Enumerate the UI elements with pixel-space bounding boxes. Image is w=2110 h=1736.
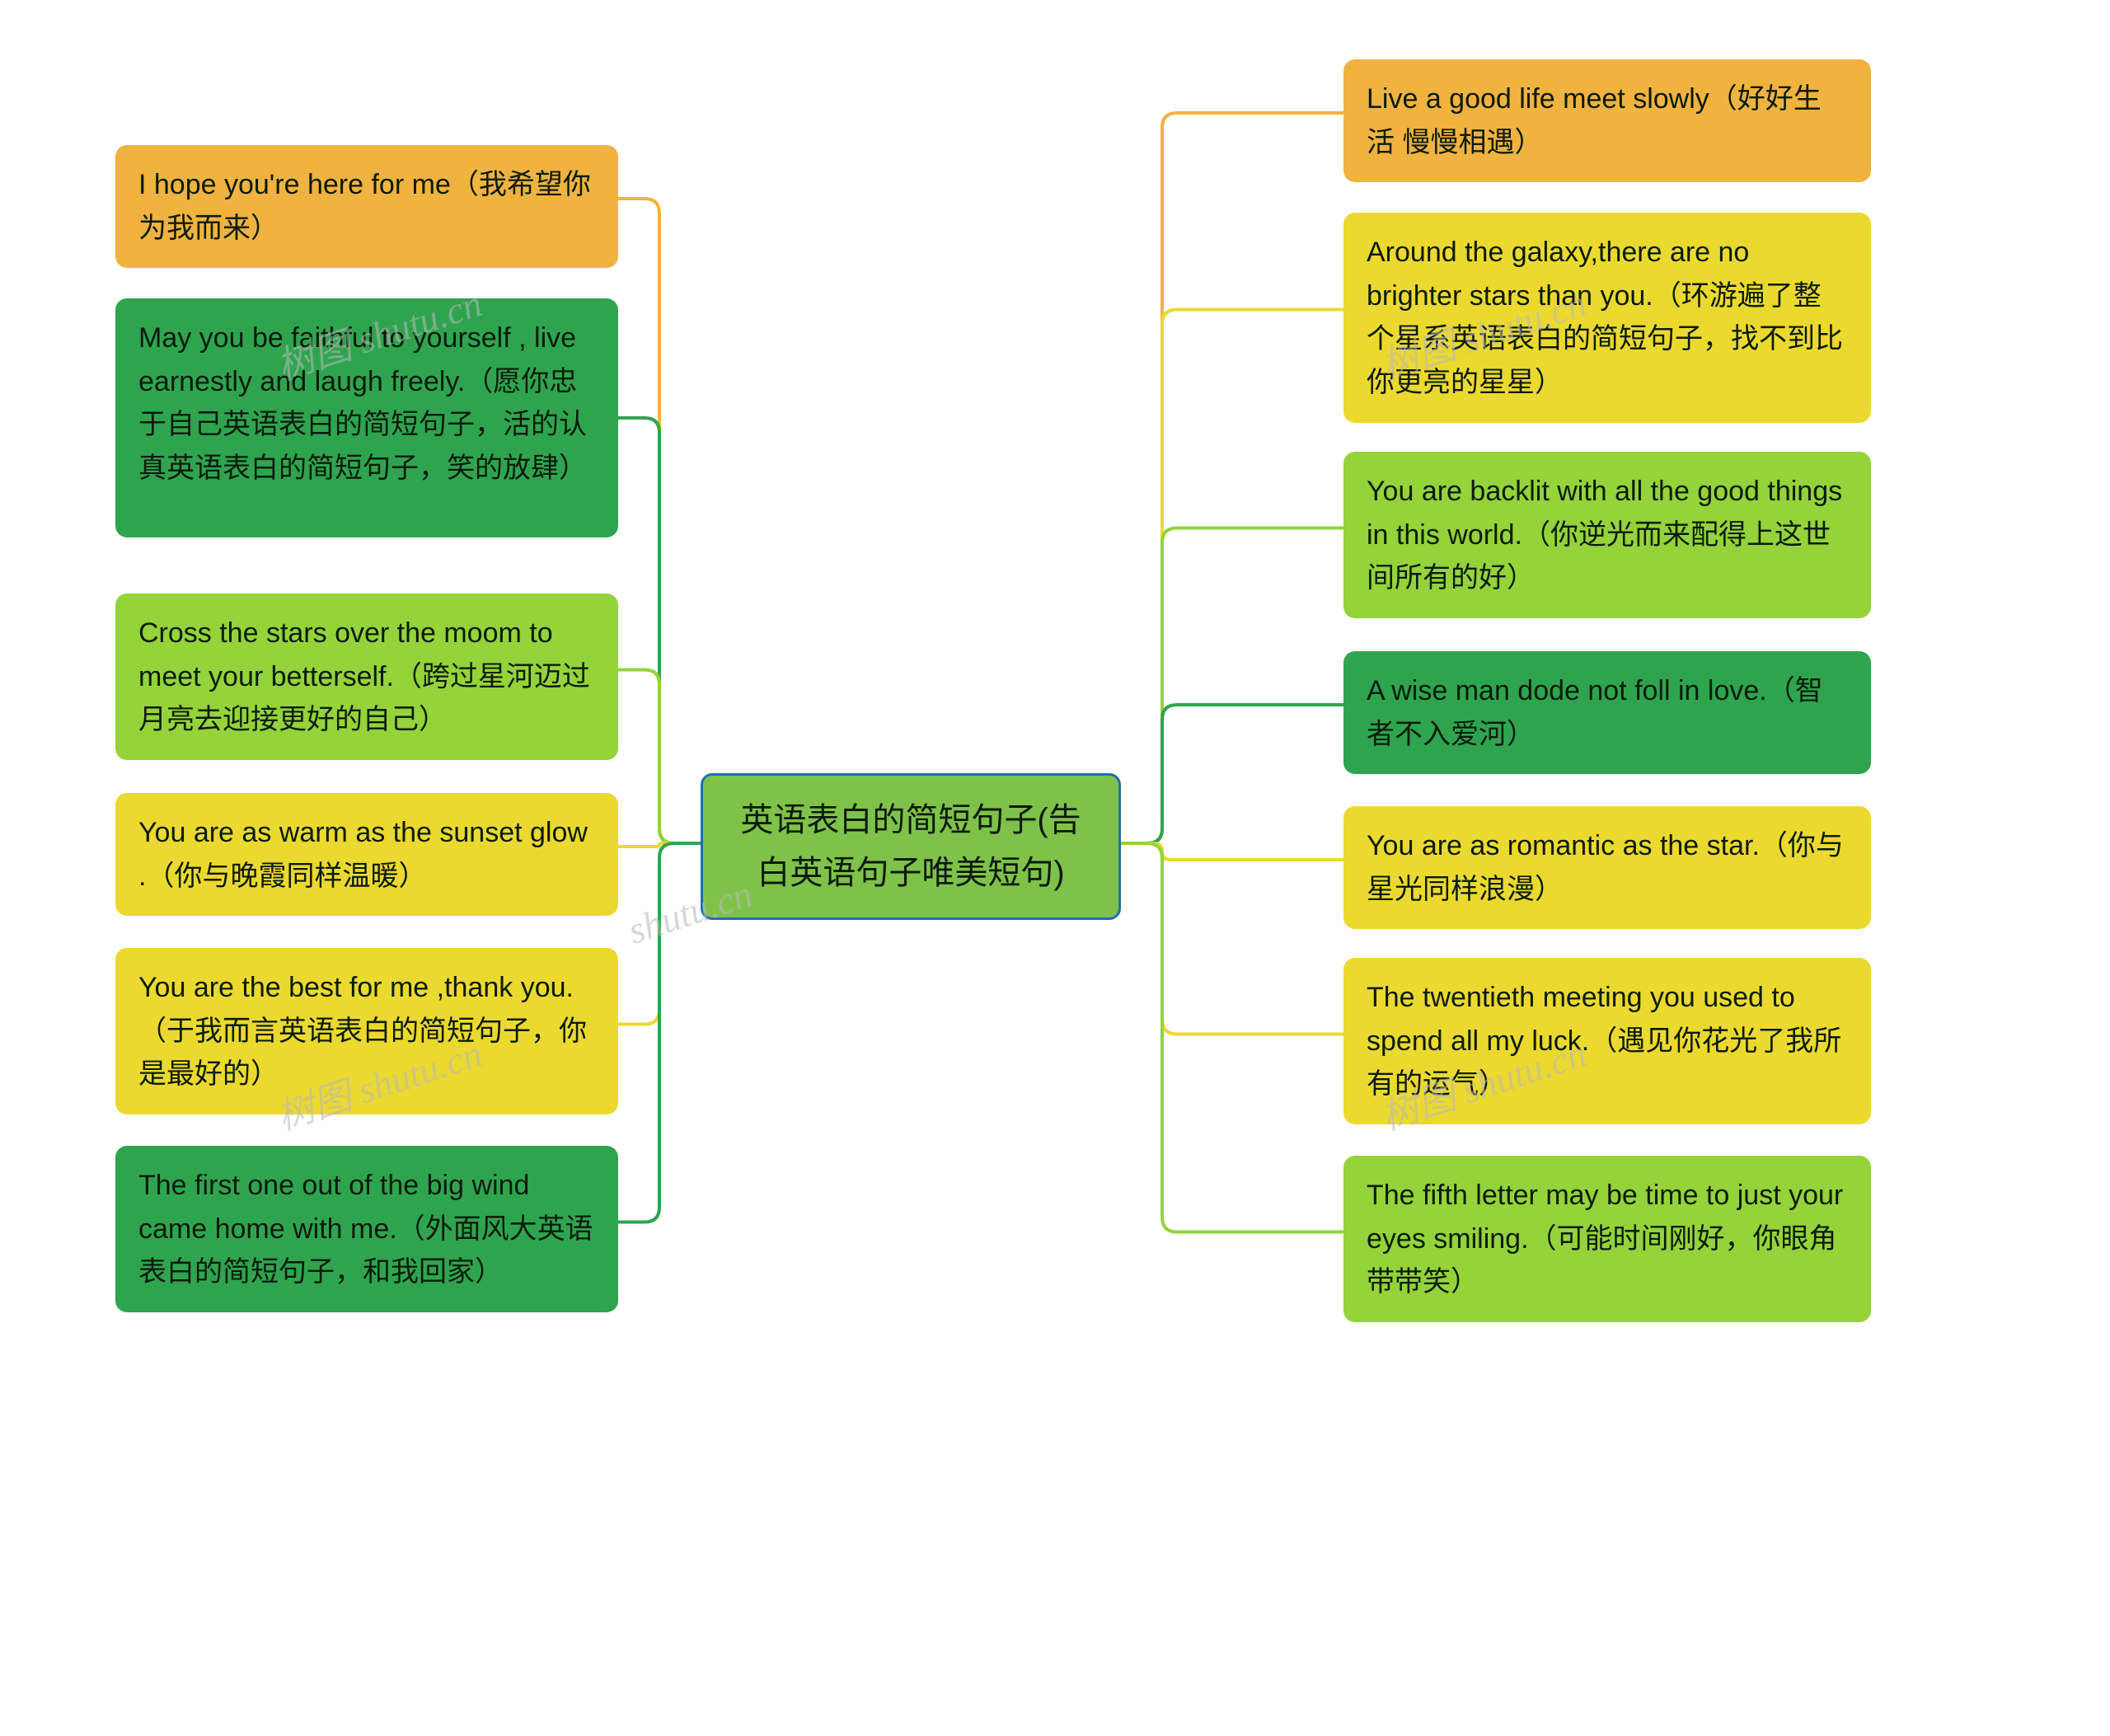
node-text: May you be faithful to yourself , live e…: [138, 322, 587, 484]
node-text: The fifth letter may be time to just you…: [1367, 1180, 1843, 1297]
node-text: A wise man dode not foll in love.（智者不入爱河…: [1367, 675, 1823, 750]
connector: [1121, 843, 1343, 1035]
node-text: The twentieth meeting you used to spend …: [1367, 982, 1841, 1100]
mindmap-node-L3: Cross the stars over the moom to meet yo…: [115, 594, 618, 760]
node-text: Live a good life meet slowly（好好生活 慢慢相遇）: [1367, 83, 1822, 158]
node-text: You are as romantic as the star.（你与星光同样浪…: [1367, 830, 1844, 905]
connector: [1121, 843, 1343, 860]
connector: [618, 670, 701, 844]
node-text: 英语表白的简短句子(告白英语句子唯美短句): [726, 794, 1095, 899]
mindmap-node-R2: Around the galaxy,there are no brighter …: [1343, 213, 1871, 423]
mindmap-node-R3: You are backlit with all the good things…: [1343, 452, 1871, 618]
node-text: I hope you're here for me（我希望你为我而来）: [138, 169, 591, 244]
connector: [618, 843, 701, 847]
node-text: The first one out of the big wind came h…: [138, 1170, 593, 1288]
mindmap-node-R5: You are as romantic as the star.（你与星光同样浪…: [1343, 806, 1871, 929]
connector: [1121, 843, 1343, 1232]
mindmap-node-L5: You are the best for me ,thank you.（于我而言…: [115, 948, 618, 1114]
mindmap-node-R6: The twentieth meeting you used to spend …: [1343, 958, 1871, 1124]
mindmap-node-L4: You are as warm as the sunset glow .（你与晚…: [115, 793, 618, 916]
mindmap-node-R1: Live a good life meet slowly（好好生活 慢慢相遇）: [1343, 59, 1871, 182]
node-text: Cross the stars over the moom to meet yo…: [138, 617, 590, 735]
node-text: You are backlit with all the good things…: [1367, 476, 1842, 594]
node-text: Around the galaxy,there are no brighter …: [1367, 237, 1843, 398]
mindmap-node-R4: A wise man dode not foll in love.（智者不入爱河…: [1343, 651, 1871, 774]
node-text: You are the best for me ,thank you.（于我而言…: [138, 972, 587, 1090]
connector: [1121, 705, 1343, 843]
connector: [618, 418, 701, 843]
mindmap-node-L6: The first one out of the big wind came h…: [115, 1146, 618, 1312]
mindmap-node-R7: The fifth letter may be time to just you…: [1343, 1156, 1871, 1322]
connector: [618, 843, 701, 1025]
node-text: You are as warm as the sunset glow .（你与晚…: [138, 817, 588, 892]
mindmap-canvas: 英语表白的简短句子(告白英语句子唯美短句) I hope you're here …: [0, 0, 2110, 1736]
connector: [1121, 113, 1343, 843]
connector: [618, 843, 701, 1222]
mindmap-node-L1: I hope you're here for me（我希望你为我而来）: [115, 145, 618, 268]
connector: [618, 199, 701, 843]
mindmap-node-L2: May you be faithful to yourself , live e…: [115, 298, 618, 537]
connector: [1121, 528, 1343, 844]
mindmap-node-center: 英语表白的简短句子(告白英语句子唯美短句): [701, 773, 1121, 920]
connector: [1121, 310, 1343, 844]
